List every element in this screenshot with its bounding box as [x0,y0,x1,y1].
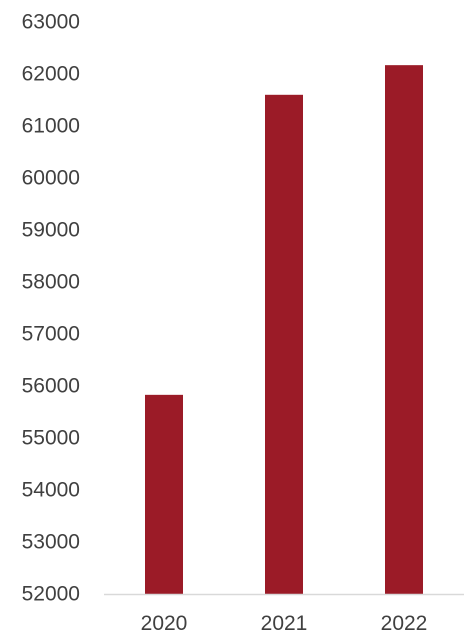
x-category-label: 2022 [381,612,428,635]
bar-2021 [265,94,303,595]
bars [145,65,423,595]
y-tick-label: 63000 [22,11,80,34]
y-tick-label: 60000 [22,167,80,190]
bar-2022 [385,65,423,594]
bar-2020 [145,394,183,594]
y-tick-label: 53000 [22,531,80,554]
y-tick-label: 57000 [22,323,80,346]
x-axis-category-labels: 2020 2021 2022 [141,612,428,635]
y-tick-label: 54000 [22,479,80,502]
y-tick-label: 62000 [22,63,80,86]
y-tick-label: 52000 [22,583,80,606]
x-category-label: 2020 [141,612,188,635]
x-category-label: 2021 [261,612,308,635]
y-tick-label: 59000 [22,219,80,242]
y-axis-tick-labels: 52000 53000 54000 55000 56000 57000 58000 59000… [22,11,80,606]
y-tick-label: 56000 [22,375,80,398]
y-tick-label: 58000 [22,271,80,294]
y-tick-label: 55000 [22,427,80,450]
y-tick-label: 61000 [22,115,80,138]
